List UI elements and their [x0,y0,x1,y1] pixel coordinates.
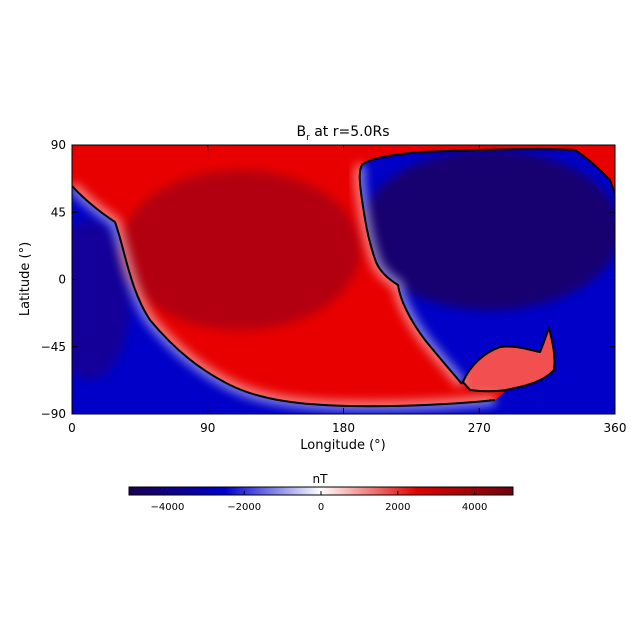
colorbar-tick-label: −4000 [150,502,184,513]
x-tick-label: 0 [68,421,76,435]
colorbar-axis: −4000 −2000 0 2000 4000 [150,491,487,513]
x-tick-label: 270 [468,421,491,435]
colorbar-tick-label: 0 [318,502,324,513]
colorbar-tick-label: 2000 [385,502,410,513]
y-tick-label: 45 [51,205,66,219]
neutral-line [72,185,496,408]
x-tick-label: 360 [604,421,627,435]
y-tick-label: −45 [41,340,66,354]
positive-island [463,328,555,392]
colorbar-tick-label: −2000 [227,502,261,513]
y-tick-label: 0 [58,273,66,287]
heatmap [72,145,615,414]
y-tick-label: −90 [41,407,66,421]
neutral-line-island [461,325,556,393]
chart-title-subscript: r [306,133,310,143]
neutral-line-north [358,148,615,385]
x-tick-label: 180 [332,421,355,435]
colorbar-label: nT [313,472,329,486]
negative-core [360,150,615,310]
colorbar-tick-label: 4000 [462,502,487,513]
chart-title: Br at r=5.0Rs [296,124,389,143]
y-tick-label: 90 [51,138,66,152]
positive-core [120,170,360,330]
y-axis-label: Latitude (°) [18,242,33,316]
x-tick-label: 90 [200,421,215,435]
negative-core-left [72,220,130,380]
chart-title-suffix: at r=5.0Rs [310,124,390,140]
x-axis: 0 90 180 270 360 [68,145,626,435]
y-axis: 90 45 0 −45 −90 [41,138,615,421]
x-axis-label: Longitude (°) [300,438,385,453]
chart-title-main: B [296,124,306,140]
